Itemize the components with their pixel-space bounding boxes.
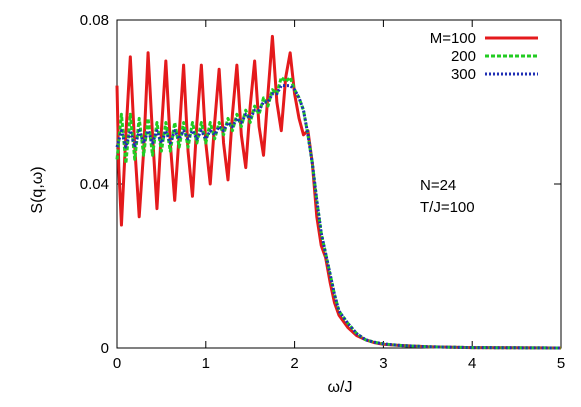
y-tick-label: 0.08 [80, 12, 109, 29]
legend-label-1: M=100 [430, 30, 476, 47]
y-tick-label: 0.04 [80, 176, 109, 193]
legend-label-2: 200 [451, 48, 476, 65]
x-tick-label: 3 [379, 355, 387, 372]
x-tick-label: 4 [468, 355, 476, 372]
x-tick-label: 0 [113, 355, 121, 372]
annotation-n: N=24 [420, 177, 456, 194]
x-tick-label: 5 [557, 355, 565, 372]
x-axis-ticks: 0 1 2 3 4 5 [113, 20, 565, 372]
x-tick-label: 2 [290, 355, 298, 372]
y-axis-label: S(q,ω) [29, 166, 46, 213]
x-axis-label: ω/J [328, 379, 353, 396]
x-tick-label: 1 [202, 355, 210, 372]
series-layer [115, 34, 562, 350]
series-line-2 [115, 75, 562, 350]
y-tick-label: 0 [101, 340, 109, 357]
series-line-1 [115, 34, 562, 350]
legend-label-3: 300 [451, 66, 476, 83]
y-axis-ticks: 0 0.04 0.08 [80, 12, 561, 357]
annotation-t: T/J=100 [420, 199, 475, 216]
